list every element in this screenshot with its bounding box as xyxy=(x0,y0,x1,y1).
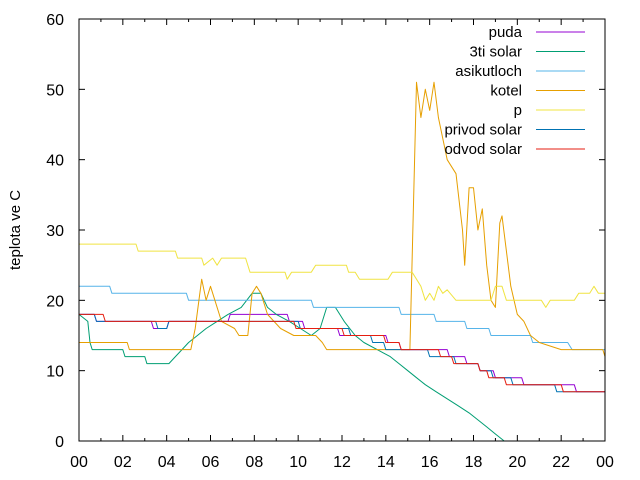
y-axis-label: teplota ve C xyxy=(7,190,24,270)
legend-label: 3ti solar xyxy=(469,44,522,61)
x-tick-label: 08 xyxy=(245,454,263,471)
series-line-4 xyxy=(79,81,606,357)
series-line-7 xyxy=(79,313,605,393)
y-tick-label: 50 xyxy=(46,82,64,99)
legend-label: puda xyxy=(489,24,523,41)
y-tick-label: 30 xyxy=(46,223,64,240)
y-tick-label: 0 xyxy=(55,434,64,451)
x-tick-label: 22 xyxy=(552,454,570,471)
x-tick-label: 00 xyxy=(596,454,614,471)
x-tick-label: 12 xyxy=(333,454,351,471)
axis-ticks xyxy=(78,18,606,442)
x-tick-label: 18 xyxy=(465,454,483,471)
x-tick-label: 04 xyxy=(158,454,176,471)
legend-label: kotel xyxy=(490,83,522,100)
legend: puda 3ti solar asikutloch kotel p privod sola… xyxy=(444,24,585,158)
y-tick-label: 20 xyxy=(46,293,64,310)
y-tick-label: 60 xyxy=(46,12,64,29)
x-tick-label: 06 xyxy=(202,454,220,471)
legend-label: odvod solar xyxy=(444,141,522,158)
x-tick-label: 02 xyxy=(114,454,132,471)
legend-label: p xyxy=(514,102,522,119)
y-tick-label: 10 xyxy=(46,364,64,381)
x-tick-label: 10 xyxy=(289,454,307,471)
x-tick-label: 16 xyxy=(421,454,439,471)
series-lines xyxy=(78,81,606,442)
series-line-5 xyxy=(79,243,605,308)
series-line-3 xyxy=(79,285,605,351)
x-tick-label: 00 xyxy=(70,454,88,471)
legend-label: asikutloch xyxy=(455,63,522,80)
y-tick-label: 40 xyxy=(46,153,64,170)
x-tick-label: 14 xyxy=(377,454,395,471)
x-tick-label: 20 xyxy=(508,454,526,471)
legend-label: privod solar xyxy=(444,122,522,139)
